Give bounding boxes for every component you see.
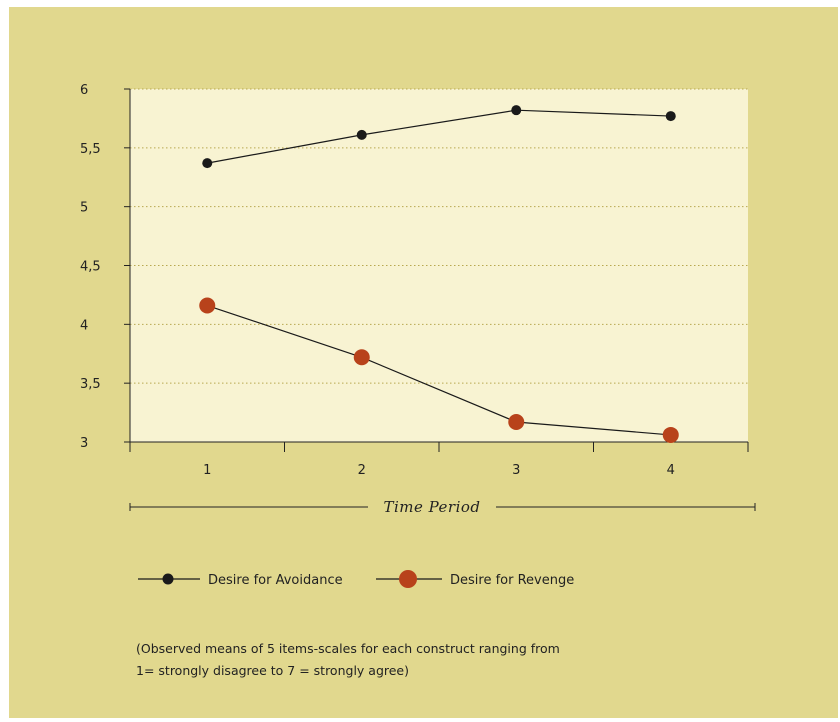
legend-label: Desire for Avoidance [208,573,343,588]
y-tick-label: 6 [80,83,88,98]
y-tick-label: 5 [80,201,88,216]
legend-item: Desire for Avoidance [138,573,343,588]
x-tick-label: 4 [667,463,675,478]
y-tick-label: 4 [80,318,88,333]
data-point [511,105,522,116]
figure-note-line-1: (Observed means of 5 items-scales for ea… [136,641,560,656]
gridlines [130,88,748,384]
x-tick-label: 2 [358,463,366,478]
line-chart: 3 3,5 4 4,5 5 5,5 6 1 2 3 4 Time Period Desire fo… [80,83,756,588]
y-tick-label: 4,5 [80,260,101,275]
x-axis-label: Time Period [383,498,480,516]
x-tick-label: 1 [203,463,211,478]
data-point [356,129,367,140]
legend-marker [162,573,174,585]
series-line [207,109,671,164]
x-axis-ticks: 1 2 3 4 [129,442,749,478]
data-point [353,349,370,366]
series-line [207,304,671,436]
data-point [665,111,676,122]
data-point [662,426,679,443]
figure-note: (Observed means of 5 items-scales for ea… [136,638,736,682]
y-tick-label: 3,5 [80,377,101,392]
y-tick-label: 5,5 [80,142,101,157]
data-point [508,413,525,430]
y-axis-ticks: 3 3,5 4 4,5 5 5,5 6 [80,83,130,451]
data-point [202,158,213,169]
legend-label: Desire for Revenge [450,573,574,588]
legend: Desire for Avoidance Desire for Revenge [138,570,574,588]
x-axis-title: Time Period [129,498,756,516]
legend-marker [399,570,417,588]
series [199,105,679,443]
data-point [199,297,216,314]
series-avoidance [202,105,676,169]
x-tick-label: 3 [512,463,520,478]
series-revenge [199,297,679,443]
figure-note-line-2: 1= strongly disagree to 7 = strongly agr… [136,663,409,678]
legend-item: Desire for Revenge [376,570,574,588]
y-tick-label: 3 [80,436,88,451]
